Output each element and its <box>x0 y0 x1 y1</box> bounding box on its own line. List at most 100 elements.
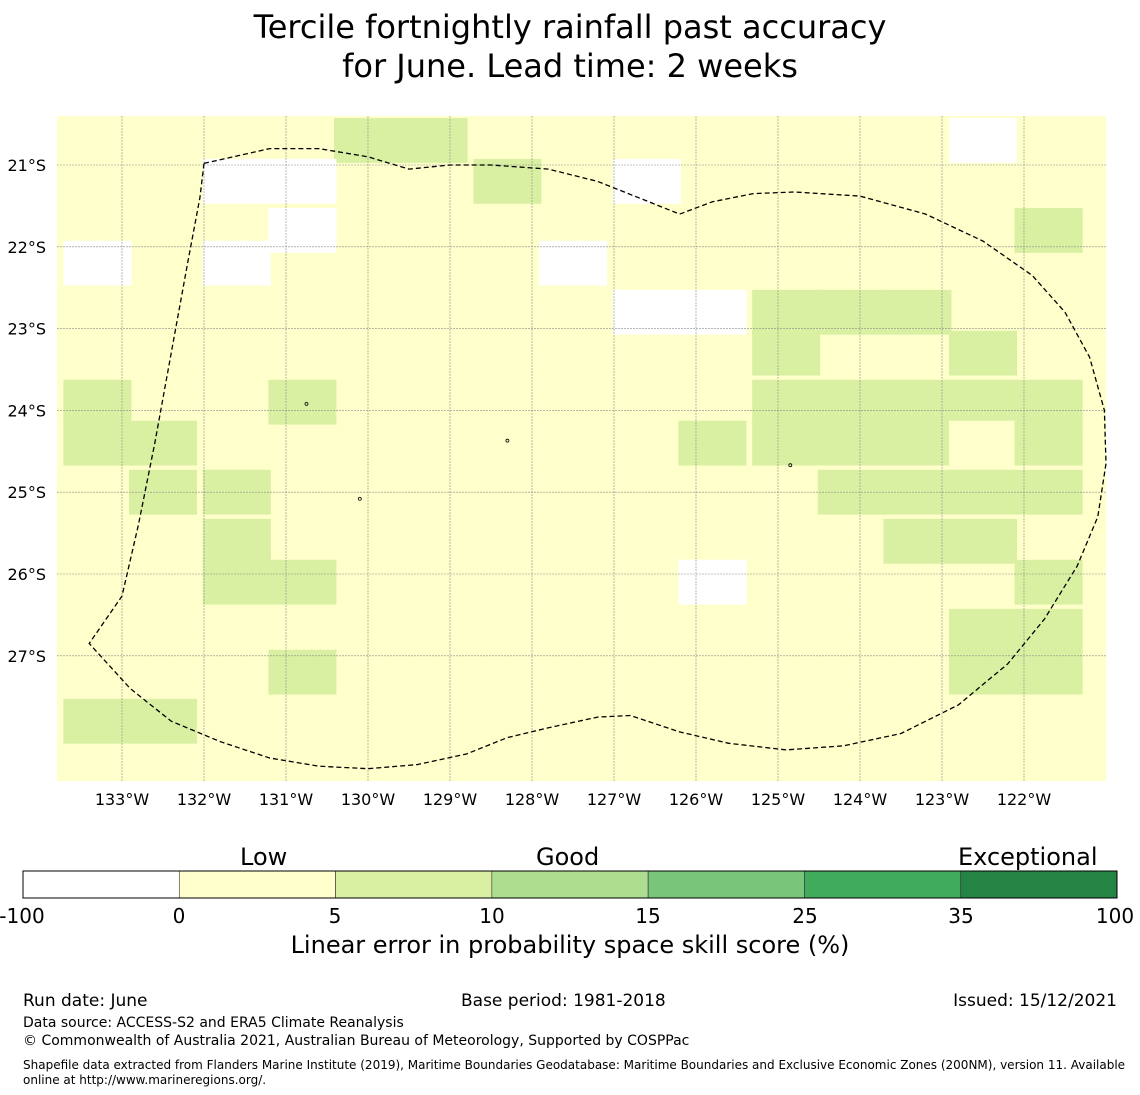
map-cell <box>883 379 952 425</box>
map-cell <box>817 469 886 515</box>
map-cell <box>752 289 821 335</box>
data-source: Data source: ACCESS-S2 and ERA5 Climate … <box>23 1015 404 1031</box>
lat-tick-label: 27°S <box>7 647 46 666</box>
colorbar <box>22 870 1118 899</box>
lon-tick-label: 123°W <box>915 790 970 809</box>
map-cell <box>883 420 952 466</box>
colorbar-segment <box>491 870 649 899</box>
lon-tick-label: 125°W <box>751 790 806 809</box>
colorbar-tick: 5 <box>328 904 342 928</box>
colorbar-tick: 15 <box>635 904 661 928</box>
colorbar-segment <box>335 870 493 899</box>
copyright: © Commonwealth of Australia 2021, Austra… <box>23 1033 690 1049</box>
shapefile-credit-line-2: online at http://www.marineregions.org/. <box>23 1073 267 1087</box>
lat-tick-label: 22°S <box>7 238 46 257</box>
colorbar-tick: 25 <box>792 904 818 928</box>
colorbar-segment <box>960 870 1118 899</box>
map-cell <box>128 698 198 744</box>
colorbar-tick: 35 <box>948 904 974 928</box>
map-cell <box>268 208 337 253</box>
shapefile-credit-line-1: Shapefile data extracted from Flanders M… <box>23 1058 1126 1072</box>
lon-tick-label: 132°W <box>177 790 232 809</box>
lon-tick-label: 127°W <box>587 790 642 809</box>
map-cell <box>63 240 132 286</box>
map-cell <box>948 518 1018 564</box>
map-cell <box>128 420 198 466</box>
lon-tick-label: 124°W <box>833 790 888 809</box>
map-cell <box>1014 649 1083 695</box>
island <box>357 496 362 501</box>
lon-tick-label: 126°W <box>669 790 724 809</box>
map-cell <box>948 649 1018 695</box>
island <box>505 438 510 443</box>
map-cell <box>268 379 337 425</box>
map-cell <box>202 158 271 204</box>
map-gridlines <box>57 116 1106 781</box>
map-cell <box>883 518 952 564</box>
eez-boundary <box>88 147 1107 770</box>
colorbar-tick: 0 <box>172 904 186 928</box>
map-cell <box>678 420 747 466</box>
lon-tick-label: 130°W <box>341 790 396 809</box>
map-cell <box>1014 608 1083 654</box>
colorbar-segment <box>647 870 805 899</box>
lat-tick-label: 23°S <box>7 320 46 339</box>
lon-tick-label: 133°W <box>95 790 150 809</box>
map-cell <box>948 379 1018 425</box>
map-cell <box>538 240 608 286</box>
colorbar-tick: -100 <box>0 904 45 928</box>
colorbar-outline <box>22 870 1118 899</box>
lon-tick-label: 129°W <box>423 790 478 809</box>
colorbar-segment <box>804 870 962 899</box>
map-cell <box>883 289 952 335</box>
map-cell <box>752 420 821 466</box>
map-cell <box>817 420 886 466</box>
map-cell <box>268 158 337 204</box>
island-markers <box>304 401 793 501</box>
colorbar-tick: 10 <box>479 904 505 928</box>
map-cell <box>612 289 681 335</box>
map-cell <box>63 379 132 425</box>
map-cell <box>612 158 681 204</box>
map-cell <box>268 649 337 695</box>
map-cell <box>399 118 468 163</box>
island <box>304 401 309 406</box>
lat-tick-label: 26°S <box>7 565 46 584</box>
map-cell <box>678 289 747 335</box>
longitude-tick-labels: 133°W 132°W 131°W 130°W 129°W 128°W 127°W 126°W… <box>95 790 1052 809</box>
map-cell <box>817 289 886 335</box>
map-cell <box>1014 379 1083 425</box>
map-cell <box>202 469 271 515</box>
map-cell <box>1014 208 1083 253</box>
map-cell <box>1014 420 1083 466</box>
colorbar-segment <box>178 870 336 899</box>
colorbar-tick: 100 <box>1095 904 1135 928</box>
map-cell <box>63 420 132 466</box>
map-cell <box>202 240 271 286</box>
base-period: Base period: 1981-2018 <box>461 991 666 1011</box>
lon-tick-label: 128°W <box>505 790 560 809</box>
lat-tick-label: 21°S <box>7 156 46 175</box>
map-cell <box>202 559 271 605</box>
map-cell <box>752 330 821 376</box>
lon-tick-label: 131°W <box>259 790 314 809</box>
issued-date: Issued: 15/12/2021 <box>953 991 1117 1011</box>
map-cell <box>948 118 1018 163</box>
map-cell <box>202 518 271 564</box>
island <box>788 463 793 468</box>
run-date: Run date: June <box>23 991 148 1011</box>
map-cell <box>948 608 1018 654</box>
map-cell <box>1014 559 1083 605</box>
latitude-tick-labels: 21°S 22°S 23°S 24°S 25°S 26°S 27°S <box>7 156 46 666</box>
chart-title-line-2: for June. Lead time: 2 weeks <box>342 47 798 85</box>
colorbar-label: Linear error in probability space skill … <box>290 931 850 959</box>
map-cell <box>678 559 747 605</box>
colorbar-segment <box>22 870 180 899</box>
map-cell <box>948 420 1018 466</box>
colorbar-category-exceptional: Exceptional <box>958 843 1098 871</box>
colorbar-category-low: Low <box>240 843 288 871</box>
lon-tick-label: 122°W <box>997 790 1052 809</box>
map-cell <box>817 379 886 425</box>
colorbar-category-good: Good <box>536 843 600 871</box>
